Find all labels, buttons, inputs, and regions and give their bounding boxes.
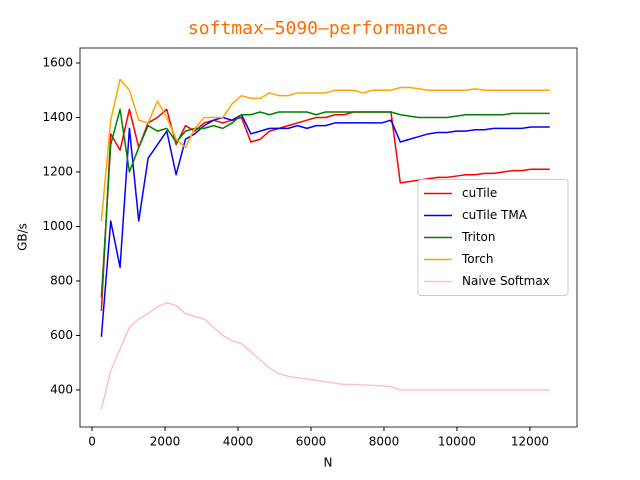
x-tick-label: 8000 — [369, 435, 400, 449]
series-line — [100, 108, 550, 311]
series-line — [100, 302, 550, 410]
x-tick-label: 4000 — [223, 435, 254, 449]
y-tick-label: 1000 — [42, 219, 73, 233]
y-tick-label: 800 — [50, 273, 73, 287]
series-line — [100, 114, 550, 337]
legend-label: Naive Softmax — [462, 274, 550, 288]
y-axis-label: GB/s — [16, 223, 30, 251]
x-tick-label: 12000 — [511, 435, 549, 449]
series-line — [100, 78, 550, 222]
plot-frame — [79, 47, 578, 428]
x-axis-label: N — [324, 456, 333, 470]
x-tick-label: 6000 — [296, 435, 327, 449]
series-line — [100, 108, 550, 298]
x-tick-label: 10000 — [438, 435, 476, 449]
y-tick-label: 600 — [50, 328, 73, 342]
y-tick-label: 400 — [50, 382, 73, 396]
chart-title: softmax‒5090‒performance — [188, 18, 448, 39]
legend-label: cuTile — [462, 186, 497, 200]
y-tick-label: 1600 — [42, 55, 73, 69]
y-tick-label: 1200 — [42, 164, 73, 178]
legend-label: cuTile TMA — [462, 208, 528, 222]
legend-label: Triton — [461, 230, 496, 244]
legend-label: Torch — [461, 252, 494, 266]
x-tick-label: 0 — [88, 435, 96, 449]
y-tick-label: 1400 — [42, 110, 73, 124]
legend-box — [417, 179, 569, 296]
x-tick-label: 2000 — [150, 435, 181, 449]
